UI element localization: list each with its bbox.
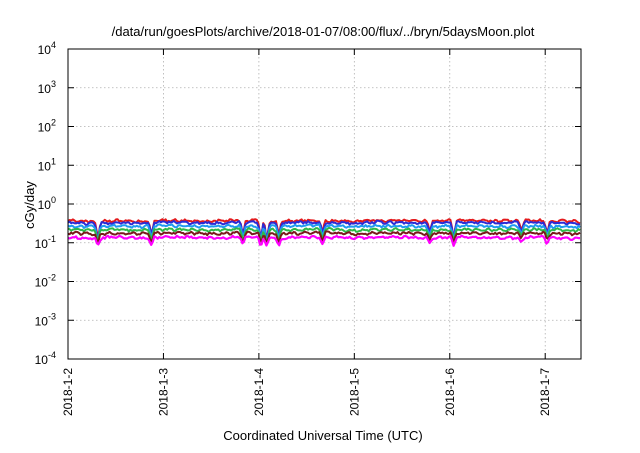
y-tick-base: 10 (38, 159, 52, 173)
y-tick-base: 10 (38, 82, 52, 96)
y-tick-exponent: 1 (51, 156, 56, 166)
x-tick-label: 2018-1-6 (443, 368, 457, 416)
y-tick-label: 10-2 (35, 273, 56, 290)
y-tick-exponent: -2 (48, 273, 56, 283)
y-tick-base: 10 (35, 276, 49, 290)
x-tick-label: 2018-1-2 (61, 368, 75, 416)
y-tick-exponent: -1 (48, 234, 56, 244)
y-tick-exponent: 3 (51, 79, 56, 89)
y-tick-label: 103 (38, 79, 56, 96)
y-tick-base: 10 (38, 43, 52, 57)
y-tick-base: 10 (35, 353, 49, 367)
y-tick-label: 100 (38, 195, 56, 212)
y-tick-label: 10-1 (35, 234, 56, 251)
y-tick-base: 10 (35, 237, 49, 251)
y-tick-label: 10-3 (35, 311, 56, 328)
y-tick-label: 102 (38, 118, 56, 135)
ticks (67, 48, 581, 360)
x-axis-label: Coordinated Universal Time (UTC) (223, 428, 422, 443)
x-tick-labels: 2018-1-2 2018-1-3 2018-1-4 2018-1-5 2018-1-6… (61, 368, 552, 416)
grid (67, 49, 581, 359)
y-tick-label: 104 (38, 40, 56, 57)
x-tick-label: 2018-1-3 (156, 368, 170, 416)
y-tick-label: 10-4 (35, 350, 56, 367)
series-layer (67, 218, 581, 247)
x-tick-label: 2018-1-5 (347, 368, 361, 416)
y-tick-exponent: -3 (48, 311, 56, 321)
y-tick-exponent: 0 (51, 195, 56, 205)
chart-title: /data/run/goesPlots/archive/2018-01-07/0… (112, 24, 535, 39)
y-tick-exponent: -4 (48, 350, 56, 360)
y-tick-exponent: 4 (51, 40, 56, 50)
y-tick-label: 101 (38, 156, 56, 173)
x-tick-label: 2018-1-4 (252, 368, 266, 416)
y-tick-base: 10 (35, 314, 49, 328)
y-axis-label: cGy/day (22, 181, 37, 229)
series-line (67, 234, 580, 247)
y-tick-base: 10 (38, 198, 52, 212)
y-tick-base: 10 (38, 121, 52, 135)
y-tick-exponent: 2 (51, 118, 56, 128)
x-tick-label: 2018-1-7 (538, 368, 552, 416)
